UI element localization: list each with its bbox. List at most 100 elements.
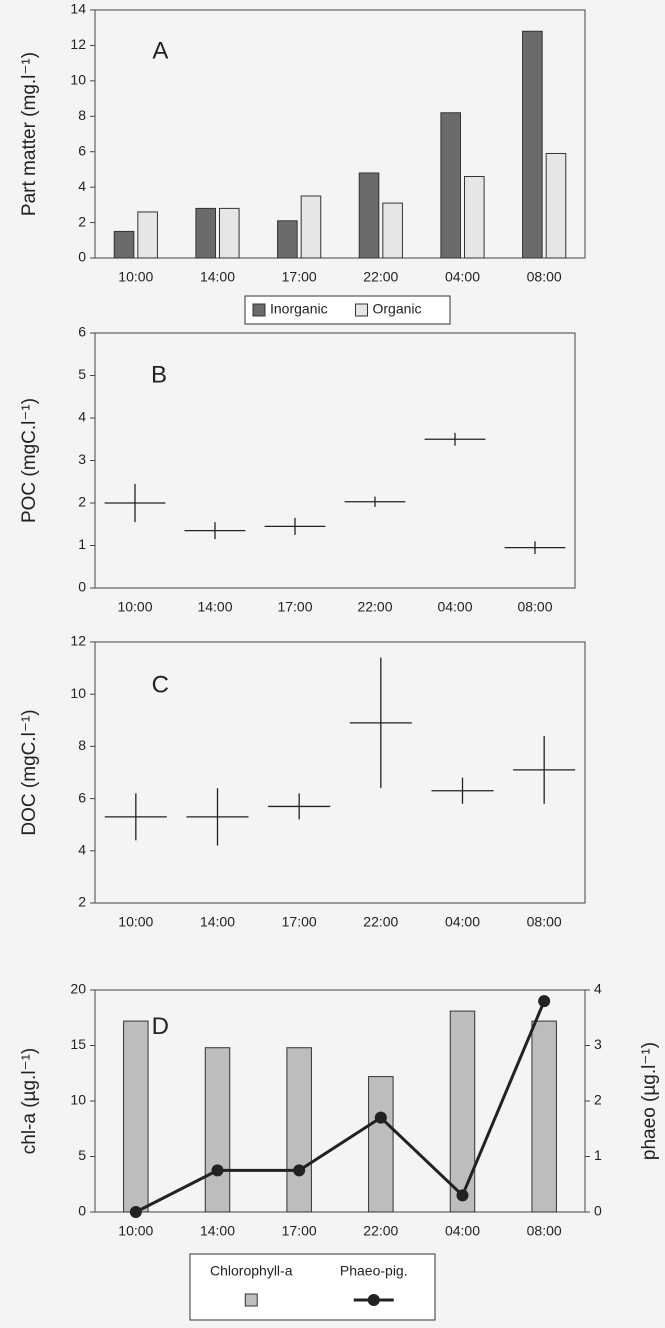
point (374, 1111, 387, 1124)
y-tick-label: 12 (70, 633, 86, 649)
bar (358, 172, 380, 259)
y-tick-label: 20 (70, 981, 86, 997)
y2-tick-label: 0 (594, 1203, 602, 1219)
x-tick-label: 22:00 (363, 914, 398, 930)
y-tick-label: 12 (70, 36, 86, 52)
bar (219, 207, 240, 259)
y-tick-label: 2 (78, 213, 86, 229)
y-tick-label: 0 (78, 249, 86, 265)
legend-box (189, 1253, 436, 1321)
x-tick-label: 22:00 (363, 1223, 398, 1239)
x-tick-label: 22:00 (363, 269, 398, 285)
y2-axis-label: phaeo (µg.l⁻¹) (639, 1042, 660, 1160)
y-tick-label: 10 (70, 72, 86, 88)
y-tick-label: 4 (78, 178, 86, 194)
y2-tick-label: 1 (594, 1147, 602, 1163)
legend-swatch (252, 303, 266, 317)
panel-label: C (152, 672, 169, 699)
bar (531, 1020, 557, 1213)
y-tick-label: 4 (78, 409, 86, 425)
y-axis-label: chl-a (µg.l⁻¹) (19, 1048, 40, 1155)
bar (382, 202, 403, 259)
bar (440, 112, 461, 259)
x-tick-label: 14:00 (197, 599, 232, 615)
panel-label: A (152, 38, 168, 65)
bar (464, 176, 485, 259)
y-axis-label: Part matter (mg.l⁻¹) (19, 52, 40, 216)
x-tick-label: 04:00 (445, 269, 480, 285)
x-tick-label: 22:00 (357, 599, 392, 615)
panel-label: D (152, 1013, 169, 1040)
legend-swatch (367, 1294, 380, 1306)
y-tick-label: 0 (78, 579, 86, 595)
y2-tick-label: 4 (594, 981, 602, 997)
bar (522, 30, 543, 259)
x-tick-label: 10:00 (117, 599, 152, 615)
bar (449, 1010, 476, 1213)
legend-swatch (244, 1293, 258, 1307)
bar (300, 195, 322, 259)
point (129, 1206, 142, 1218)
bar (195, 207, 216, 259)
x-tick-label: 04:00 (437, 599, 472, 615)
y-tick-label: 2 (78, 894, 86, 910)
y-axis-label: POC (mgC.l⁻¹) (19, 398, 40, 523)
bar (113, 230, 135, 259)
x-tick-label: 17:00 (277, 599, 312, 615)
plot-area (94, 9, 586, 259)
y-tick-label: 0 (78, 1203, 86, 1219)
y-tick-label: 14 (70, 1, 86, 17)
x-tick-label: 08:00 (527, 269, 562, 285)
y-tick-label: 8 (78, 737, 86, 753)
x-tick-label: 10:00 (118, 914, 153, 930)
y-tick-label: 15 (70, 1036, 86, 1052)
line (135, 1000, 546, 1214)
bar (204, 1047, 231, 1213)
legend-label: Phaeo-pig. (340, 1263, 408, 1279)
point (293, 1164, 306, 1177)
y-tick-label: 5 (78, 366, 86, 382)
x-tick-label: 08:00 (527, 914, 562, 930)
bar (123, 1020, 149, 1213)
legend-label: Organic (373, 301, 422, 317)
y-tick-label: 1 (78, 536, 86, 552)
legend-box (244, 295, 451, 325)
panel-label: B (151, 362, 167, 389)
x-tick-label: 14:00 (200, 1223, 235, 1239)
x-tick-label: 10:00 (118, 269, 153, 285)
point (456, 1189, 469, 1202)
x-tick-label: 17:00 (282, 269, 317, 285)
y2-tick-label: 2 (594, 1092, 602, 1108)
x-tick-label: 08:00 (517, 599, 552, 615)
x-tick-label: 04:00 (445, 1223, 480, 1239)
y2-tick-label: 3 (594, 1036, 602, 1052)
x-tick-label: 08:00 (527, 1223, 562, 1239)
plot-area (94, 641, 586, 904)
y-tick-label: 10 (70, 1092, 86, 1108)
y-tick-label: 4 (78, 842, 86, 858)
x-tick-label: 14:00 (200, 269, 235, 285)
x-tick-label: 17:00 (282, 1223, 317, 1239)
bar (368, 1076, 394, 1213)
y-tick-label: 10 (70, 685, 86, 701)
point (211, 1164, 224, 1177)
legend-label: Inorganic (270, 301, 328, 317)
legend-label: Chlorophyll-a (210, 1263, 293, 1279)
bar (137, 211, 158, 259)
x-tick-label: 17:00 (282, 914, 317, 930)
y-tick-label: 6 (78, 324, 86, 340)
bar (286, 1047, 312, 1213)
y-tick-label: 2 (78, 494, 86, 510)
x-tick-label: 14:00 (200, 914, 235, 930)
x-tick-label: 04:00 (445, 914, 480, 930)
y-tick-label: 8 (78, 107, 86, 123)
legend-swatch (355, 303, 368, 317)
bar (277, 220, 298, 259)
y-tick-label: 3 (78, 451, 86, 467)
bar (545, 152, 567, 259)
y-tick-label: 6 (78, 142, 86, 158)
x-tick-label: 10:00 (118, 1223, 153, 1239)
y-tick-label: 5 (78, 1147, 86, 1163)
y-tick-label: 6 (78, 789, 86, 805)
